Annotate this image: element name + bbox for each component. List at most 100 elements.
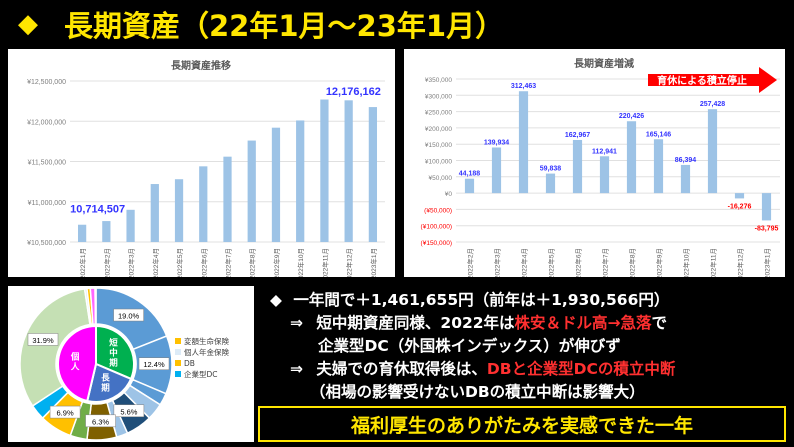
legend-swatch — [175, 349, 181, 355]
chart2-y-tick: ¥150,000 — [425, 142, 452, 149]
chart1-bar — [320, 99, 329, 242]
donut-outer-slice — [94, 287, 97, 325]
legend-swatch — [175, 360, 181, 366]
chart1-data-label: 10,714,507 — [70, 204, 125, 216]
chart2-x-tick: 2022年10月 — [682, 248, 691, 277]
annotation-text: 育休による積立停止 — [657, 74, 747, 87]
sub2-text-red: DBと企業型DCの積立中断 — [486, 360, 676, 378]
chart1-x-tick: 2022年2月 — [102, 248, 111, 277]
chart2-y-tick: ¥350,000 — [425, 77, 452, 84]
bullet-sub1-line1: ⇒ 短中期資産同様、2022年は株安＆ドル高→急落で — [290, 312, 794, 335]
donut-label-box — [113, 404, 145, 418]
donut-inner-label: 長期 — [101, 373, 110, 394]
chart2-y-tick: (¥150,000) — [421, 240, 452, 247]
chart2-y-tick: ¥250,000 — [425, 110, 452, 117]
chart2-bar — [518, 91, 529, 194]
chart2-bar — [734, 193, 745, 199]
chart2-y-tick: ¥100,000 — [425, 159, 452, 166]
chart1-bar — [247, 140, 256, 242]
chart2-data-label: 59,838 — [540, 166, 562, 173]
chart1-title: 長期資産推移 — [171, 59, 231, 72]
bullet-main-text: 一年間で＋1,461,655円（前年は＋1,930,566円） — [293, 291, 670, 309]
chart2-data-label: 112,941 — [592, 148, 617, 155]
donut-outer-label: 31.9% — [32, 336, 54, 345]
chart2-bar — [653, 139, 664, 194]
chart2-bar — [680, 164, 691, 194]
chart1-y-tick: ¥12,000,000 — [27, 119, 66, 126]
donut-label-box — [138, 357, 170, 370]
chart2-x-tick: 2022年11月 — [709, 248, 718, 277]
legend-swatch — [175, 338, 181, 344]
chart1-x-tick: 2022年6月 — [199, 248, 208, 277]
chart2-x-tick: 2022年12月 — [736, 248, 745, 277]
chart1-bar — [77, 224, 87, 242]
summary-bullets: ◆ 一年間で＋1,461,655円（前年は＋1,930,566円） ⇒ 短中期資… — [270, 289, 790, 404]
chart2-x-tick: 2022年8月 — [628, 248, 637, 277]
chart2-bar — [491, 147, 502, 194]
chart2-bar — [599, 156, 610, 194]
arrow-right-icon: ⇒ — [290, 360, 303, 378]
legend-label: 変額生命保険 — [184, 336, 229, 346]
chart1-x-tick: 2022年8月 — [248, 248, 257, 277]
donut-outer-label: 19.0% — [118, 312, 140, 321]
bullet-sub1-line2: 企業型DC（外国株インデックス）が伸びず — [318, 337, 621, 355]
chart1-bar — [368, 107, 378, 242]
chart2-x-tick: 2022年6月 — [574, 248, 583, 277]
chart1-y-tick: ¥10,500,000 — [27, 240, 66, 247]
chart1-bar — [271, 127, 281, 242]
chart2-x-tick: 2022年2月 — [466, 248, 475, 277]
legend-label: 企業型DC — [184, 369, 218, 379]
bullet-sub2-line2: （相場の影響受けないDBの積立中断は影響大） — [310, 383, 645, 401]
donut-label-box — [113, 308, 144, 322]
chart1-y-tick: ¥11,500,000 — [28, 160, 67, 167]
chart1-bar — [126, 209, 135, 242]
sub2-text-a: 夫婦での育休取得後は、 — [316, 360, 487, 378]
asset-trend-svg: 長期資産推移 ¥12,500,000 ¥12,000,000 ¥11,500,000… — [27, 59, 385, 277]
donut-outer-label: 5.6% — [120, 407, 137, 416]
red-arrow-icon — [648, 67, 777, 93]
sub1-text-red: 株安＆ドル高→急落 — [514, 314, 652, 332]
sub1-text-a: 短中期資産同様、2022年は — [316, 314, 515, 332]
legend-swatch — [175, 371, 181, 377]
chart2-data-label: 162,967 — [565, 132, 590, 139]
chart1-x-tick: 2022年12月 — [345, 248, 354, 277]
asset-change-chart: 長期資産増減 ¥350,000 ¥300,000 ¥250,000 ¥200,000 ¥… — [404, 49, 785, 277]
donut-inner-slice — [57, 324, 97, 403]
bullet-sub2-line1: ⇒ 夫婦での育休取得後は、DBと企業型DCの積立中断 — [290, 358, 794, 381]
title-diamond-icon: ◆ — [18, 9, 38, 39]
chart1-x-tick: 2022年5月 — [175, 248, 184, 277]
chart2-bar — [464, 178, 475, 194]
donut-label-box — [49, 405, 81, 419]
arrow-right-icon: ⇒ — [290, 314, 303, 332]
chart2-title: 長期資産増減 — [574, 57, 634, 70]
chart2-data-label: 86,394 — [675, 157, 697, 164]
chart1-bar — [223, 156, 232, 242]
chart2-bar — [545, 173, 556, 194]
page-title: ◆ 長期資産（22年1月～23年1月） — [18, 4, 504, 44]
chart2-x-tick: 2022年3月 — [493, 248, 502, 277]
chart2-data-label: -16,276 — [728, 203, 752, 210]
chart1-bar — [174, 179, 184, 242]
donut-outer-label: 6.9% — [57, 409, 74, 418]
stop-annotation-arrow: 育休による積立停止 — [648, 67, 777, 93]
chart1-data-label: 12,176,162 — [326, 86, 381, 98]
chart2-bar — [572, 139, 583, 194]
bullet-main: ◆ 一年間で＋1,461,655円（前年は＋1,930,566円） — [270, 289, 790, 312]
chart2-y-tick: ¥300,000 — [425, 93, 452, 100]
chart2-data-label: 257,428 — [700, 101, 725, 108]
sub1-text-b: で — [651, 314, 668, 332]
chart1-bar — [199, 166, 208, 242]
chart1-x-tick: 2022年1月 — [78, 248, 87, 277]
chart2-data-label: 44,188 — [459, 171, 481, 178]
chart2-data-label: 220,426 — [619, 113, 644, 120]
donut-inner-label: 個人 — [70, 352, 80, 373]
donut-label-box — [27, 333, 59, 346]
allocation-donut-chart: 短中期 長期 個人 19.0% 12.4% 5.6% 6.3% 6.9% 31.9% 変額生命… — [8, 286, 254, 442]
chart1-bar — [102, 221, 111, 242]
chart2-x-tick: 2022年9月 — [655, 248, 664, 277]
legend-label: 個人年金保険 — [184, 347, 229, 357]
chart2-bar — [626, 121, 637, 194]
chart1-x-tick: 2022年9月 — [272, 248, 281, 277]
donut-label-box — [85, 414, 116, 428]
